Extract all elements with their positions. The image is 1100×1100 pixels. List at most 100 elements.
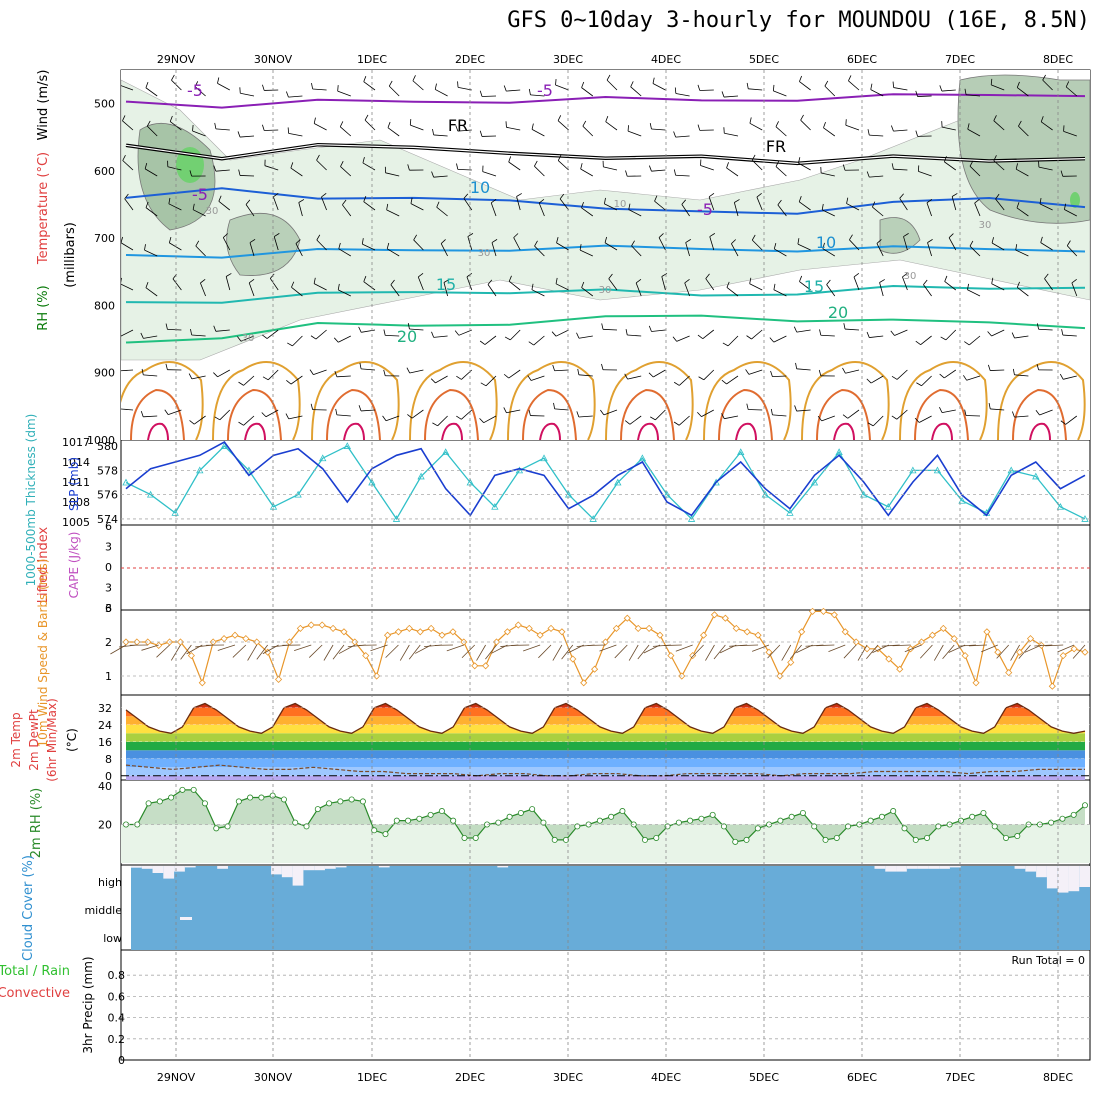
wind-barb-10m — [461, 644, 476, 659]
cloud-high-bar — [271, 866, 282, 875]
wind-barb-flag — [793, 326, 798, 333]
wind-barb — [121, 283, 134, 291]
wind-barb — [578, 415, 593, 418]
wind-speed-point — [296, 624, 304, 632]
wind-barb-flag — [443, 279, 450, 283]
wind-barb-10m — [919, 644, 933, 659]
wind-barb-flag — [361, 238, 364, 245]
wind-barb — [361, 329, 376, 333]
wind-barb — [705, 278, 715, 291]
wind-barb-flag — [363, 275, 367, 282]
wind-barb — [822, 209, 835, 217]
rh-point — [732, 838, 739, 845]
xlabel-bottom-1: 30NOV — [254, 1071, 293, 1084]
wind-barb — [948, 237, 957, 251]
wind-barb — [990, 369, 1005, 371]
upper-ytick-5: 1000 — [87, 434, 115, 447]
rh-point — [551, 836, 558, 843]
wind-barb — [629, 415, 642, 425]
wind-barb-flag — [249, 239, 256, 243]
wind-speed-point — [1048, 682, 1056, 690]
wind-barb — [773, 289, 787, 297]
wind-barb — [724, 132, 739, 137]
wind-barb-flag — [407, 323, 410, 330]
thick-ytick-0: 574 — [97, 513, 118, 526]
wind-barb-flag — [1065, 81, 1070, 88]
wind-barb-flag — [604, 197, 606, 204]
wind-barb-flag — [534, 160, 538, 167]
wind-barb — [966, 94, 981, 97]
wind-barb — [608, 278, 618, 291]
wind-barb — [919, 415, 932, 423]
wind-barb-flag — [846, 197, 849, 204]
wind-barb-flag — [456, 375, 462, 380]
wind-barb-flag — [648, 372, 654, 378]
wind-barb-10m — [705, 644, 715, 661]
contour-label-15: 30 — [242, 333, 255, 344]
wind-barb — [796, 409, 811, 412]
wind-barb — [508, 161, 521, 171]
wind-barb — [903, 236, 908, 251]
wind-barb-flag — [770, 408, 773, 415]
wind-barb — [579, 249, 593, 257]
wind-barb-flag — [189, 420, 195, 425]
bl-loop-outer-4 — [507, 361, 596, 440]
wind-barb-flag — [321, 193, 327, 198]
rh-point — [890, 808, 897, 815]
wind-barb-flag — [649, 123, 652, 130]
wind-barb-flag — [673, 131, 677, 138]
wind-speed-point — [983, 628, 991, 636]
wind-barb — [555, 84, 569, 91]
thickness-point — [958, 496, 966, 504]
wind-barb-flag — [842, 367, 846, 374]
thickness-point — [540, 454, 548, 462]
wind-barb-flag — [1011, 332, 1015, 339]
wind-barb-flag — [164, 409, 169, 415]
wind-barb-flag — [624, 420, 631, 425]
wind-barb-flag — [993, 155, 997, 161]
wind-barb-10m — [180, 644, 192, 660]
wind-barb-10m — [538, 644, 552, 659]
wind-barb — [944, 281, 957, 291]
wind-barb-flag — [286, 380, 292, 385]
wind-barb-flag — [576, 411, 580, 418]
thickness-point — [810, 478, 819, 486]
wind-barb-flag — [902, 273, 908, 278]
wind-barb — [872, 206, 884, 217]
wind-barb-flag — [116, 332, 120, 336]
wind-barb — [364, 119, 376, 131]
wind-barb — [225, 276, 231, 291]
thick-ytick-3: 580 — [97, 440, 118, 453]
rh-point — [247, 794, 254, 801]
wind-barb — [678, 415, 690, 426]
rh-point — [359, 798, 366, 805]
wind-barb-flag — [630, 81, 634, 87]
rh-point — [698, 815, 705, 822]
rh-point — [822, 836, 829, 843]
wind-barb — [675, 135, 690, 138]
wind-barb-flag — [821, 203, 824, 210]
wind-barb-flag — [824, 80, 829, 87]
wind-barb — [321, 196, 327, 211]
slp-ylabel: SLP (mb) — [67, 457, 81, 511]
wind-barb — [144, 168, 158, 177]
wind-barb — [726, 375, 739, 385]
wind-barb-flag — [363, 195, 367, 202]
wind-barb-10m — [789, 644, 802, 660]
wind-barb — [902, 276, 908, 291]
wind-barb-flag — [342, 199, 347, 206]
wind-barb-flag — [261, 412, 267, 418]
cloud-high-bar — [314, 866, 325, 871]
wind-barb — [578, 335, 593, 339]
wind-barb — [387, 127, 400, 137]
wind-barb — [222, 237, 231, 251]
wind-barb — [848, 80, 860, 91]
rh-point — [495, 819, 502, 826]
wind-speed-point — [928, 631, 936, 639]
thickness-point — [884, 502, 892, 510]
wind-speed-point — [907, 645, 915, 653]
wind-barb — [1063, 130, 1077, 137]
wind-barb-flag — [818, 369, 822, 376]
cloud-high-bar — [874, 866, 886, 869]
wind-barb — [122, 160, 134, 171]
